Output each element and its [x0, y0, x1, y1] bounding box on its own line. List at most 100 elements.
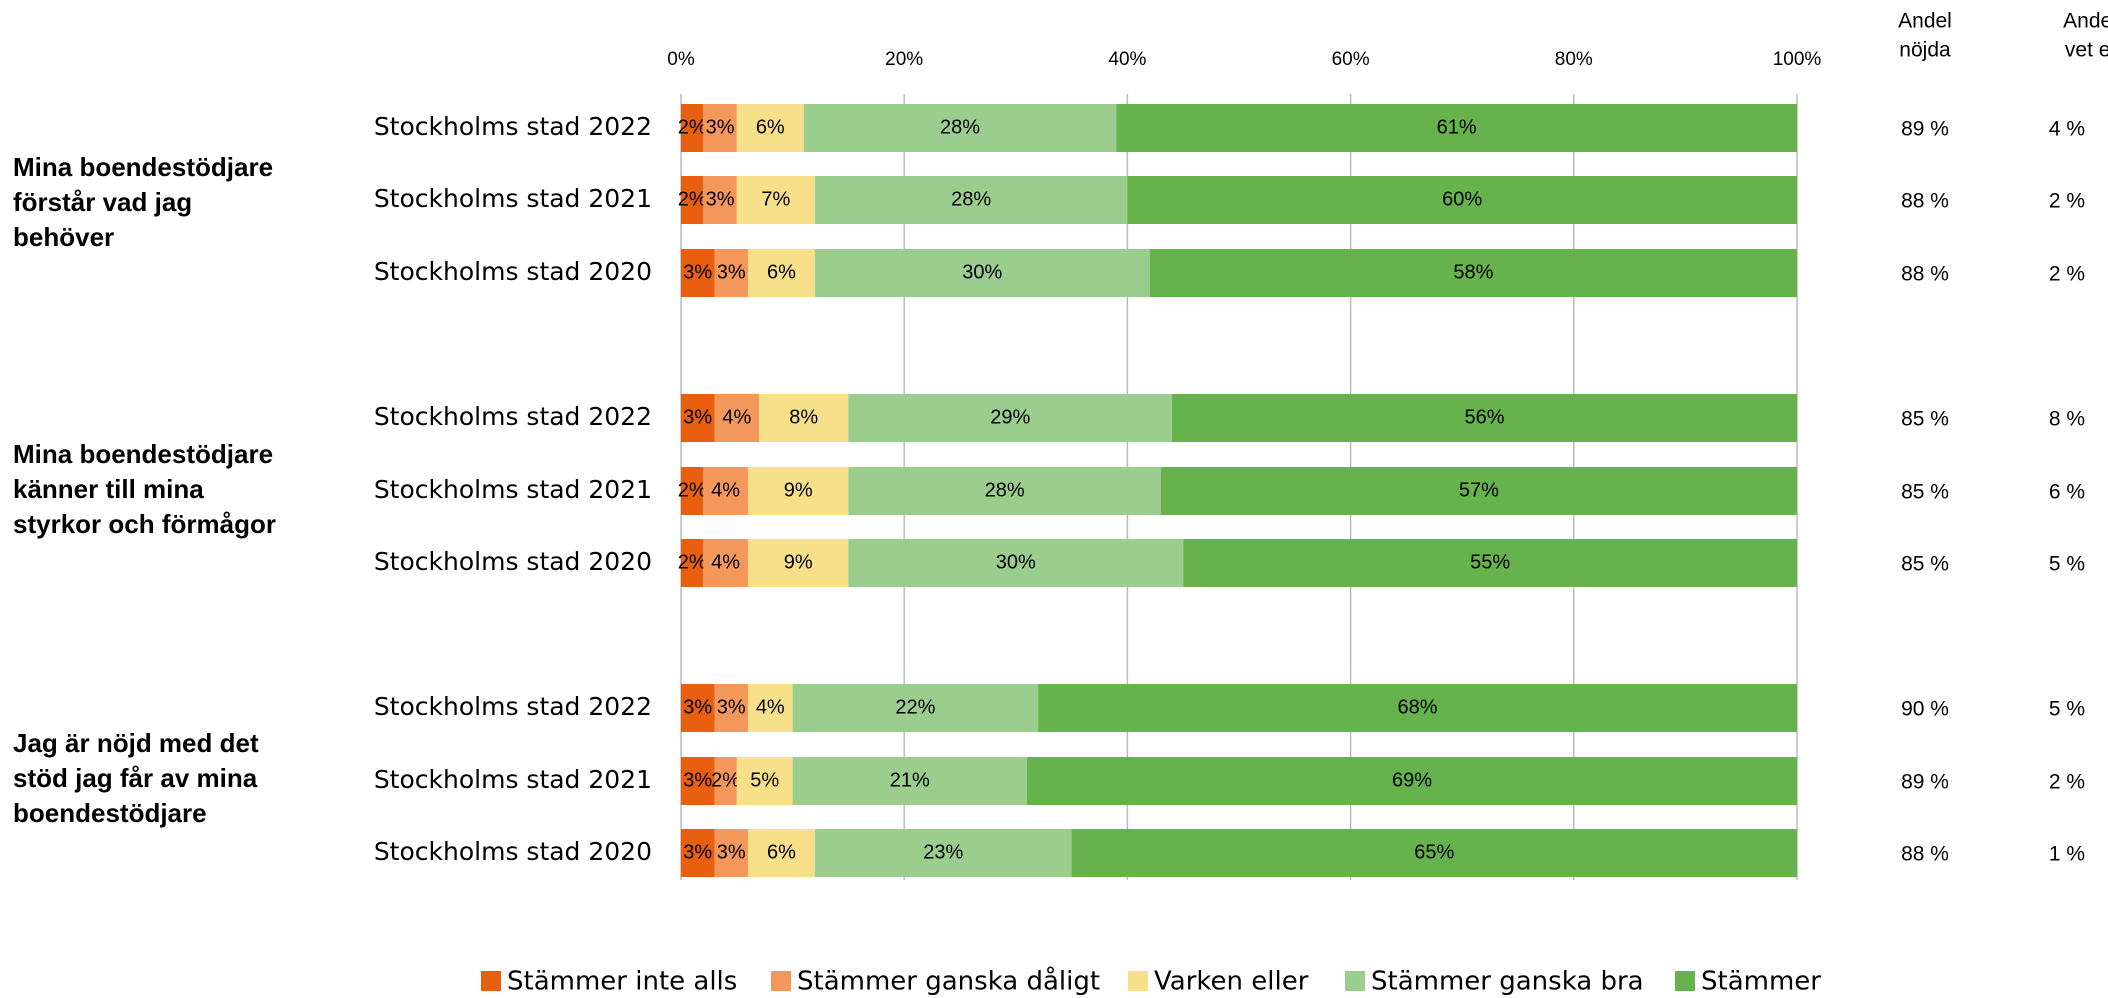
data-label: 28% — [940, 116, 980, 138]
data-label: 3% — [717, 696, 746, 718]
data-label: 3% — [706, 116, 735, 138]
group-label: behöver — [13, 222, 114, 252]
column-value: 89 % — [1901, 771, 1949, 794]
bar-segment — [703, 467, 748, 515]
legend-label: Stämmer inte alls — [507, 967, 737, 997]
category-label: Stockholms stad 2022 — [374, 112, 652, 141]
data-label: 61% — [1437, 116, 1477, 138]
column-value: 88 % — [1901, 190, 1949, 213]
column-value: 8 % — [2049, 408, 2085, 431]
column-value: 85 % — [1901, 553, 1949, 576]
bar-segment — [703, 104, 737, 152]
column-value: 88 % — [1901, 843, 1949, 866]
group-label: Mina boendestödjare — [13, 152, 273, 182]
data-label: 4% — [711, 479, 740, 501]
data-label: 69% — [1392, 769, 1432, 791]
legend-swatch — [1345, 971, 1365, 991]
data-label: 22% — [895, 696, 935, 718]
category-label: Stockholms stad 2020 — [374, 837, 652, 866]
group-label: känner till mina — [13, 474, 204, 504]
column-value: 6 % — [2049, 481, 2085, 504]
data-label: 3% — [706, 188, 735, 210]
bar-segment — [714, 394, 760, 442]
data-label: 3% — [717, 841, 746, 863]
bar-segment — [714, 829, 748, 877]
group-label: styrkor och förmågor — [13, 509, 276, 539]
bar-segment — [1149, 249, 1797, 297]
column-value: 90 % — [1901, 698, 1949, 721]
column-value: 2 % — [2049, 190, 2085, 213]
data-label: 9% — [784, 551, 813, 573]
data-label: 65% — [1414, 841, 1454, 863]
legend-swatch — [771, 971, 791, 991]
column-value: 85 % — [1901, 408, 1949, 431]
bar-segment — [1116, 104, 1797, 152]
category-label: Stockholms stad 2021 — [374, 475, 652, 504]
legend-label: Varken eller — [1154, 967, 1309, 997]
data-label: 6% — [767, 261, 796, 283]
group-label: Jag är nöjd med det — [13, 728, 259, 758]
bar-segment — [714, 684, 748, 732]
bar-segment — [736, 104, 804, 152]
bar-segment — [681, 394, 715, 442]
bar-segment — [747, 684, 793, 732]
column-header: Andel — [1898, 10, 1952, 33]
data-label: 8% — [789, 406, 818, 428]
column-value: 89 % — [1901, 118, 1949, 141]
bar-segment — [681, 104, 704, 152]
bar-segment — [1038, 684, 1797, 732]
group-label: boendestödjare — [13, 798, 207, 828]
category-label: Stockholms stad 2022 — [374, 692, 652, 721]
data-label: 2% — [678, 479, 707, 501]
category-label: Stockholms stad 2020 — [374, 257, 652, 286]
data-label: 2% — [678, 116, 707, 138]
bar-segment — [792, 757, 1027, 805]
bar-segment — [848, 394, 1173, 442]
bar-segment — [814, 829, 1072, 877]
data-label: 3% — [717, 261, 746, 283]
bar-segment — [1127, 176, 1797, 224]
x-tick-label: 0% — [667, 49, 695, 70]
column-header: vet ej — [2065, 39, 2108, 62]
legend-label: Stämmer ganska dåligt — [797, 966, 1100, 997]
data-label: 5% — [750, 769, 779, 791]
data-label: 6% — [767, 841, 796, 863]
data-label: 4% — [711, 551, 740, 573]
data-label: 58% — [1453, 261, 1493, 283]
category-label: Stockholms stad 2021 — [374, 184, 652, 213]
data-label: 68% — [1398, 696, 1438, 718]
group-label: stöd jag får av mina — [13, 763, 258, 793]
data-label: 7% — [761, 188, 790, 210]
group-label: förstår vad jag — [13, 187, 192, 217]
data-label: 28% — [951, 188, 991, 210]
bar-segment — [703, 539, 748, 587]
column-value: 2 % — [2049, 771, 2085, 794]
bar-segment — [1160, 467, 1797, 515]
bar-segment — [681, 467, 704, 515]
x-tick-label: 100% — [1773, 49, 1822, 70]
group-label: Mina boendestödjare — [13, 439, 273, 469]
data-label: 3% — [683, 406, 712, 428]
bar-segment — [1172, 394, 1797, 442]
data-label: 55% — [1470, 551, 1510, 573]
x-tick-label: 60% — [1332, 49, 1370, 70]
data-label: 57% — [1459, 479, 1499, 501]
data-label: 60% — [1442, 188, 1482, 210]
data-label: 21% — [890, 769, 930, 791]
data-label: 2% — [711, 769, 740, 791]
data-label: 30% — [996, 551, 1036, 573]
bar-segment — [747, 539, 849, 587]
legend-label: Stämmer ganska bra — [1371, 967, 1644, 997]
data-label: 3% — [683, 841, 712, 863]
category-label: Stockholms stad 2021 — [374, 765, 652, 794]
bar-segment — [714, 249, 748, 297]
bar-segment — [1026, 757, 1797, 805]
data-label: 9% — [784, 479, 813, 501]
bar-segment — [681, 539, 704, 587]
data-label: 3% — [683, 769, 712, 791]
data-label: 3% — [683, 696, 712, 718]
legend-swatch — [1128, 971, 1148, 991]
column-value: 88 % — [1901, 263, 1949, 286]
bar-segment — [681, 829, 715, 877]
